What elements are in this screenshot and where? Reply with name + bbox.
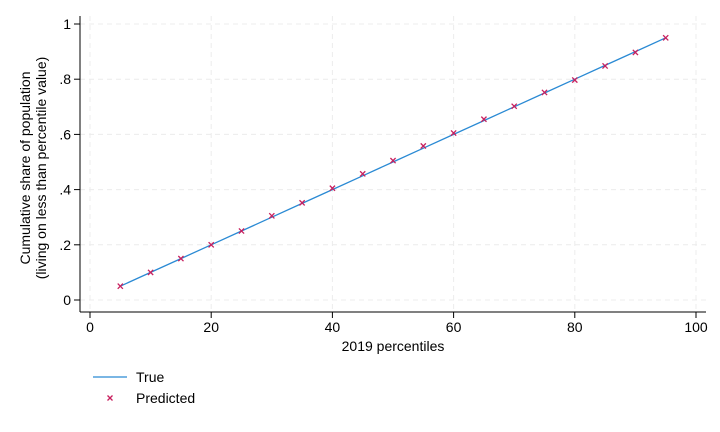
predicted-point <box>208 241 215 248</box>
y-tick-label: 0 <box>63 292 71 308</box>
x-tick-label: 20 <box>203 319 219 335</box>
y-tick-label: .2 <box>59 237 71 253</box>
predicted-point <box>662 34 669 41</box>
predicted-point <box>541 89 548 96</box>
predicted-point <box>117 283 124 290</box>
predicted-point <box>632 49 639 56</box>
series-layer <box>117 34 669 290</box>
predicted-point <box>268 212 275 219</box>
predicted-point <box>450 129 457 137</box>
predicted-point <box>147 269 154 276</box>
legend-true-label: True <box>136 369 164 385</box>
predicted-point <box>571 76 578 84</box>
y-axis-title-line-1: Cumulative share of population <box>17 71 33 264</box>
axes: 0 20 40 60 80 100 0 .2 .4 .6 .8 1 <box>59 16 708 335</box>
y-tick-label: .6 <box>59 126 71 142</box>
predicted-point <box>420 142 427 150</box>
predicted-point <box>359 170 366 177</box>
legend-predicted-swatch <box>107 395 113 401</box>
y-axis-title-line-2: (living on less than percentile value) <box>33 57 49 280</box>
predicted-point <box>238 227 245 235</box>
x-tick-label: 40 <box>325 319 341 335</box>
predicted-point <box>177 255 184 262</box>
x-axis-title: 2019 percentiles <box>342 338 445 354</box>
predicted-point <box>602 62 609 70</box>
predicted-point <box>389 157 397 164</box>
y-tick-label: .8 <box>59 71 71 87</box>
x-tick-label: 100 <box>684 319 708 335</box>
x-tick-label: 60 <box>446 319 462 335</box>
predicted-point <box>329 185 336 192</box>
y-tick-label: .4 <box>59 182 71 198</box>
y-tick-label: 1 <box>63 16 71 32</box>
axis-labels: 2019 percentiles Cumulative share of pop… <box>17 57 444 354</box>
legend-predicted-label: Predicted <box>136 390 195 406</box>
predicted-point <box>511 103 518 110</box>
grid <box>80 16 706 312</box>
legend: True Predicted <box>93 369 195 406</box>
x-tick-label: 80 <box>567 319 583 335</box>
predicted-point <box>480 116 487 123</box>
predicted-point <box>299 199 306 206</box>
x-tick-label: 0 <box>86 319 94 335</box>
